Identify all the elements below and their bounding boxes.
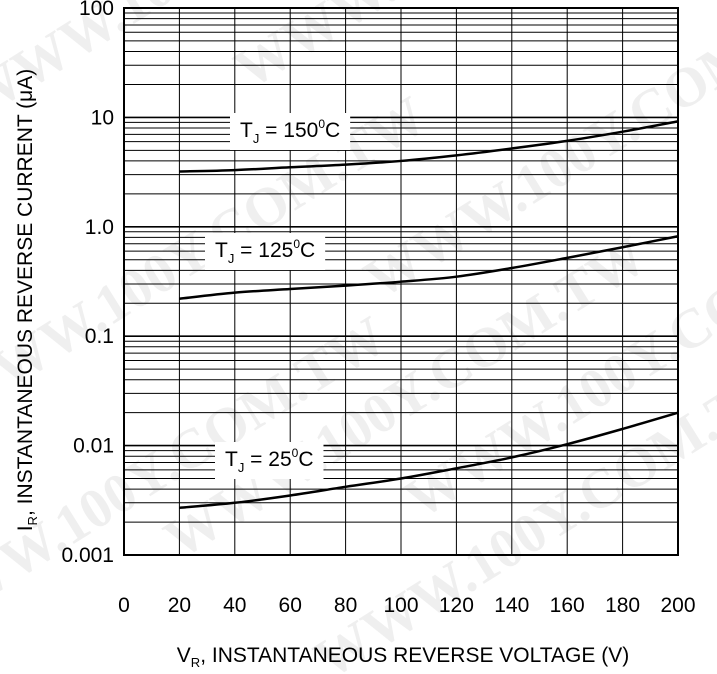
curves — [179, 120, 679, 510]
x-tick-label: 120 — [439, 594, 474, 617]
curve-label-text: TJ = 1250C — [215, 237, 315, 266]
y-tick-label: 1.0 — [85, 216, 114, 239]
grid — [124, 8, 678, 555]
plot-frame — [123, 7, 679, 556]
curve-label-1: TJ = 1500C — [230, 113, 351, 150]
y-axis-title: IR, INSTANTANEOUS REVERSE CURRENT (μA) — [14, 69, 40, 532]
curve-label-2: TJ = 1250C — [205, 233, 326, 270]
y-tick-label: 10 — [91, 106, 114, 129]
x-axis-title: VR, INSTANTANEOUS REVERSE VOLTAGE (V) — [177, 644, 629, 670]
y-tick-labels: 0.001 0.01 0.1 1.0 10 100 — [61, 0, 114, 567]
curve-labels: TJ = 1500C TJ = 1250C TJ = 250C — [205, 113, 351, 479]
curve-series-2 — [179, 235, 679, 300]
x-tick-label: 140 — [494, 594, 529, 617]
curve-label-background — [215, 442, 324, 479]
curve-label-background — [205, 233, 326, 270]
curve-label-text: TJ = 250C — [225, 446, 313, 475]
x-tick-label: 100 — [383, 594, 418, 617]
x-tick-label: 20 — [168, 594, 191, 617]
x-tick-label: 180 — [605, 594, 640, 617]
curve-label-background — [230, 113, 351, 150]
y-tick-label: 0.001 — [61, 544, 114, 567]
x-tick-label: 60 — [279, 594, 302, 617]
curve-series-3 — [179, 411, 679, 510]
y-tick-label: 0.1 — [85, 325, 114, 348]
x-tick-labels: 0 20 40 60 80 100 120 140 160 180 200 — [118, 594, 695, 617]
x-tick-label: 80 — [334, 594, 357, 617]
curve-series-1 — [179, 120, 679, 173]
y-tick-label: 0.01 — [73, 435, 114, 458]
x-tick-label: 40 — [223, 594, 246, 617]
x-tick-label: 160 — [550, 594, 585, 617]
curve-label-3: TJ = 250C — [215, 442, 324, 479]
x-tick-label: 0 — [118, 594, 130, 617]
curve-label-text: TJ = 1500C — [240, 117, 340, 146]
x-tick-label: 200 — [660, 594, 695, 617]
y-tick-label: 100 — [79, 0, 114, 20]
